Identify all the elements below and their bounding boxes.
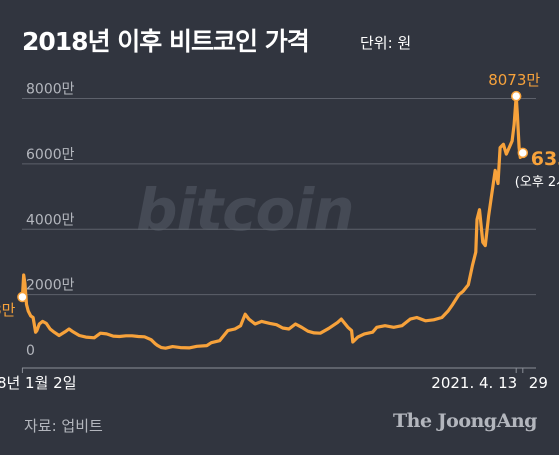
y-tick-label: 0 xyxy=(26,343,35,359)
y-tick-label: 2000만 xyxy=(26,278,75,294)
annotation-marker xyxy=(517,147,529,159)
chart-title: 2018년 이후 비트코인 가격 xyxy=(22,27,310,56)
annotation-marker xyxy=(510,90,522,102)
x-tick-label: 2021. 4. 13 xyxy=(431,374,517,392)
publisher-logo: The JoongAng xyxy=(393,410,537,432)
bitcoin-watermark: bitcoin xyxy=(136,176,355,244)
annotation-marker xyxy=(17,291,28,303)
annotation-sublabel: (오후 2시30분) xyxy=(515,175,559,190)
y-tick-label: 4000만 xyxy=(26,212,75,228)
y-tick-label: 8000만 xyxy=(26,82,75,98)
price-line xyxy=(20,94,525,350)
source-label: 자료: 업비트 xyxy=(24,417,103,435)
x-tick-label: 2018년 1월 2일 xyxy=(0,374,77,392)
x-tick-label: 29 xyxy=(529,374,548,392)
annotation-label: 6337만 xyxy=(531,148,559,170)
annotation-label: 1928만 xyxy=(0,301,16,319)
annotation-label: 8073만 xyxy=(488,71,540,89)
unit-label: 단위: 원 xyxy=(360,34,412,52)
y-tick-label: 6000만 xyxy=(26,147,75,163)
